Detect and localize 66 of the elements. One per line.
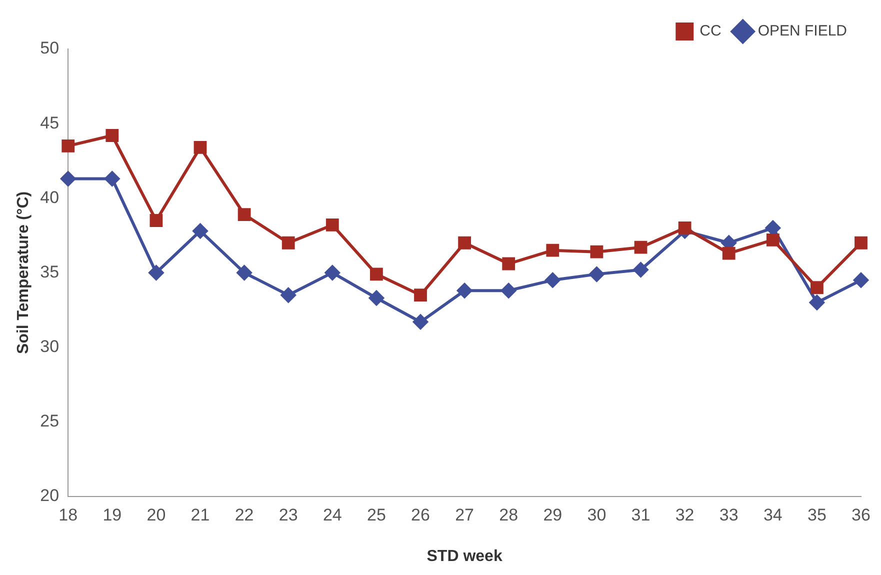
legend-label: CC (700, 22, 722, 40)
point (545, 272, 560, 288)
x-tick-label: 24 (322, 505, 342, 524)
point (413, 314, 428, 330)
y-tick-label: 20 (40, 486, 60, 506)
point (854, 272, 868, 288)
point (148, 265, 164, 280)
point (766, 233, 780, 246)
point (590, 245, 604, 258)
x-tick-label: 20 (146, 505, 166, 524)
point (62, 139, 75, 152)
point (589, 266, 604, 282)
x-axis-title: STD week (426, 548, 502, 565)
point (192, 223, 208, 238)
point (280, 288, 296, 303)
x-tick-label: 33 (719, 505, 738, 524)
point (368, 290, 384, 306)
point (236, 265, 252, 280)
point (194, 140, 207, 154)
x-tick-label: 27 (455, 505, 474, 524)
y-tick-label: 50 (40, 38, 60, 58)
point (678, 222, 692, 234)
y-tick-label: 30 (40, 336, 60, 356)
point (282, 236, 295, 250)
x-tick-label: 28 (499, 505, 518, 524)
x-tick-label: 25 (366, 505, 386, 524)
point (809, 295, 824, 310)
x-tick-label: 31 (631, 505, 650, 524)
point (502, 257, 516, 270)
y-axis-title: Soil Temperature (°C) (15, 191, 32, 354)
x-tick-label: 18 (58, 505, 78, 524)
point (150, 214, 163, 227)
point (457, 283, 472, 298)
point (546, 244, 560, 257)
point (458, 236, 472, 250)
point (634, 240, 648, 254)
y-tick-label: 40 (40, 188, 60, 207)
point (370, 268, 383, 281)
point (324, 265, 340, 280)
point (501, 283, 516, 298)
x-tick-label: 26 (411, 505, 430, 524)
point (414, 288, 427, 302)
x-tick-label: 22 (234, 505, 254, 524)
x-tick-label: 36 (852, 505, 870, 524)
y-tick-label: 45 (40, 113, 60, 132)
point (238, 208, 251, 221)
point (104, 171, 120, 186)
x-tick-label: 34 (763, 505, 782, 524)
point (326, 218, 339, 232)
point (765, 220, 780, 236)
x-tick-label: 29 (543, 505, 562, 524)
x-tick-label: 23 (278, 505, 298, 524)
y-tick-label: 35 (40, 262, 60, 282)
point (810, 281, 824, 294)
y-tick-label: 25 (40, 412, 60, 431)
point (106, 129, 119, 142)
point (722, 246, 736, 260)
point (854, 236, 868, 250)
x-tick-label: 35 (807, 505, 826, 524)
x-tick-label: 21 (190, 505, 210, 524)
legend-label: OPEN FIELD (758, 22, 848, 40)
point (633, 262, 648, 278)
x-tick-label: 19 (102, 505, 122, 524)
x-tick-label: 32 (675, 505, 694, 524)
x-tick-label: 30 (587, 505, 606, 524)
point (60, 171, 76, 186)
